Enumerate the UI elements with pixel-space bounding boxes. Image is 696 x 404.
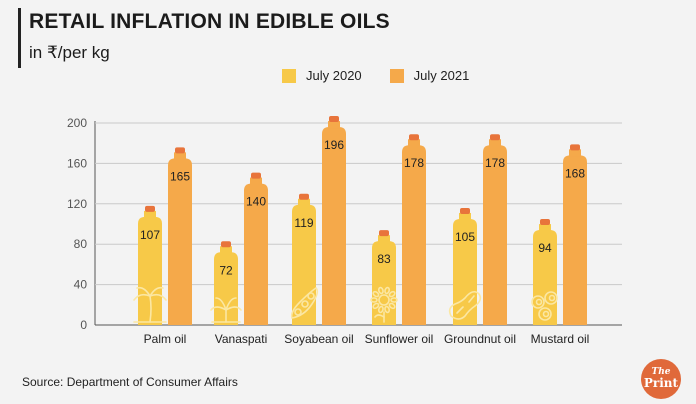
legend-label-2021: July 2021: [413, 68, 470, 83]
category-label: Palm oil: [144, 332, 187, 346]
category-label: Mustard oil: [531, 332, 590, 346]
bar-2020-cap: [460, 207, 470, 214]
bar-2021-neck: [489, 139, 501, 147]
data-label-2021: 165: [170, 169, 190, 183]
bar-2020-neck: [144, 210, 156, 218]
data-label-2020: 119: [294, 216, 313, 230]
data-label-2021: 168: [565, 166, 585, 180]
y-tick-label: 0: [80, 318, 87, 332]
bar-2021-neck: [250, 177, 262, 185]
bar-2021-cap: [490, 134, 500, 141]
bar-2020-cap: [540, 219, 550, 226]
bar-2020-cap: [379, 230, 389, 237]
palm-leaves-icon: [210, 297, 242, 323]
legend: July 2020 July 2021: [282, 68, 497, 83]
logo-the: The: [651, 367, 671, 377]
bar-2021-neck: [569, 149, 581, 157]
category-label: Vanaspati: [215, 332, 267, 346]
data-label-2020: 72: [219, 263, 233, 277]
category-label: Sunflower oil: [365, 332, 434, 346]
bar-2021-cap: [570, 144, 580, 151]
groundnut-icon: [448, 290, 482, 320]
y-tick-label: 200: [67, 116, 87, 130]
chart-subtitle: in ₹/per kg: [29, 43, 110, 62]
bar-2020-neck: [220, 246, 232, 254]
bar-2021-cap: [409, 134, 419, 141]
bar-2021: [402, 145, 426, 325]
data-label-2021: 196: [324, 138, 344, 152]
bar-2020-neck: [459, 212, 471, 220]
bar-2021-cap: [329, 116, 339, 123]
y-tick-label: 120: [67, 197, 87, 211]
legend-swatch-2021: [389, 68, 404, 83]
bar-2021-neck: [408, 139, 420, 147]
y-tick-label: 40: [74, 278, 88, 292]
bar-2021: [563, 155, 587, 325]
legend-item-2021: July 2021: [389, 68, 470, 83]
bar-2021-cap: [175, 147, 185, 154]
theprint-logo: The Print: [641, 359, 681, 399]
bar-2020-cap: [299, 193, 309, 200]
chart-title: RETAIL INFLATION IN EDIBLE OILS: [29, 10, 390, 33]
legend-swatch-2020: [282, 68, 296, 83]
bar-2020-cap: [221, 241, 231, 248]
bar-2021-cap: [251, 172, 261, 179]
bar-2021: [244, 183, 268, 325]
y-tick-label: 80: [74, 237, 88, 251]
bar-2021-neck: [174, 152, 186, 160]
bar-2021: [483, 145, 507, 325]
bar-2021-neck: [328, 121, 340, 129]
y-tick-label: 160: [67, 156, 87, 170]
source-note: Source: Department of Consumer Affairs: [22, 375, 238, 389]
title-accent-bar: [18, 8, 21, 68]
bar-2020-cap: [145, 205, 155, 212]
data-label-2021: 178: [485, 156, 505, 170]
data-label-2020: 94: [538, 241, 552, 255]
category-label: Soyabean oil: [284, 332, 353, 346]
bar-2020: [533, 230, 557, 325]
data-label-2020: 83: [377, 252, 391, 266]
legend-label-2020: July 2020: [306, 68, 362, 83]
legend-item-2020: July 2020: [282, 68, 362, 83]
data-label-2020: 105: [455, 230, 475, 244]
bar-2021: [322, 127, 346, 325]
data-label-2021: 140: [246, 195, 266, 209]
bar-2020: [138, 216, 162, 325]
mustard-seeds-icon: [531, 291, 558, 321]
logo-print: Print: [643, 376, 679, 390]
data-label-2020: 107: [140, 228, 160, 242]
palm-tree-icon: [133, 286, 167, 323]
data-label-2021: 178: [404, 156, 424, 170]
sunflower-icon: [370, 286, 398, 323]
bar-2021: [168, 158, 192, 325]
bar-2020-neck: [378, 235, 390, 243]
category-label: Groundnut oil: [444, 332, 516, 346]
bar-2020-neck: [298, 198, 310, 206]
bar-2020-neck: [539, 224, 551, 232]
bar-2020: [292, 204, 316, 325]
soybean-pod-icon: [290, 286, 319, 319]
